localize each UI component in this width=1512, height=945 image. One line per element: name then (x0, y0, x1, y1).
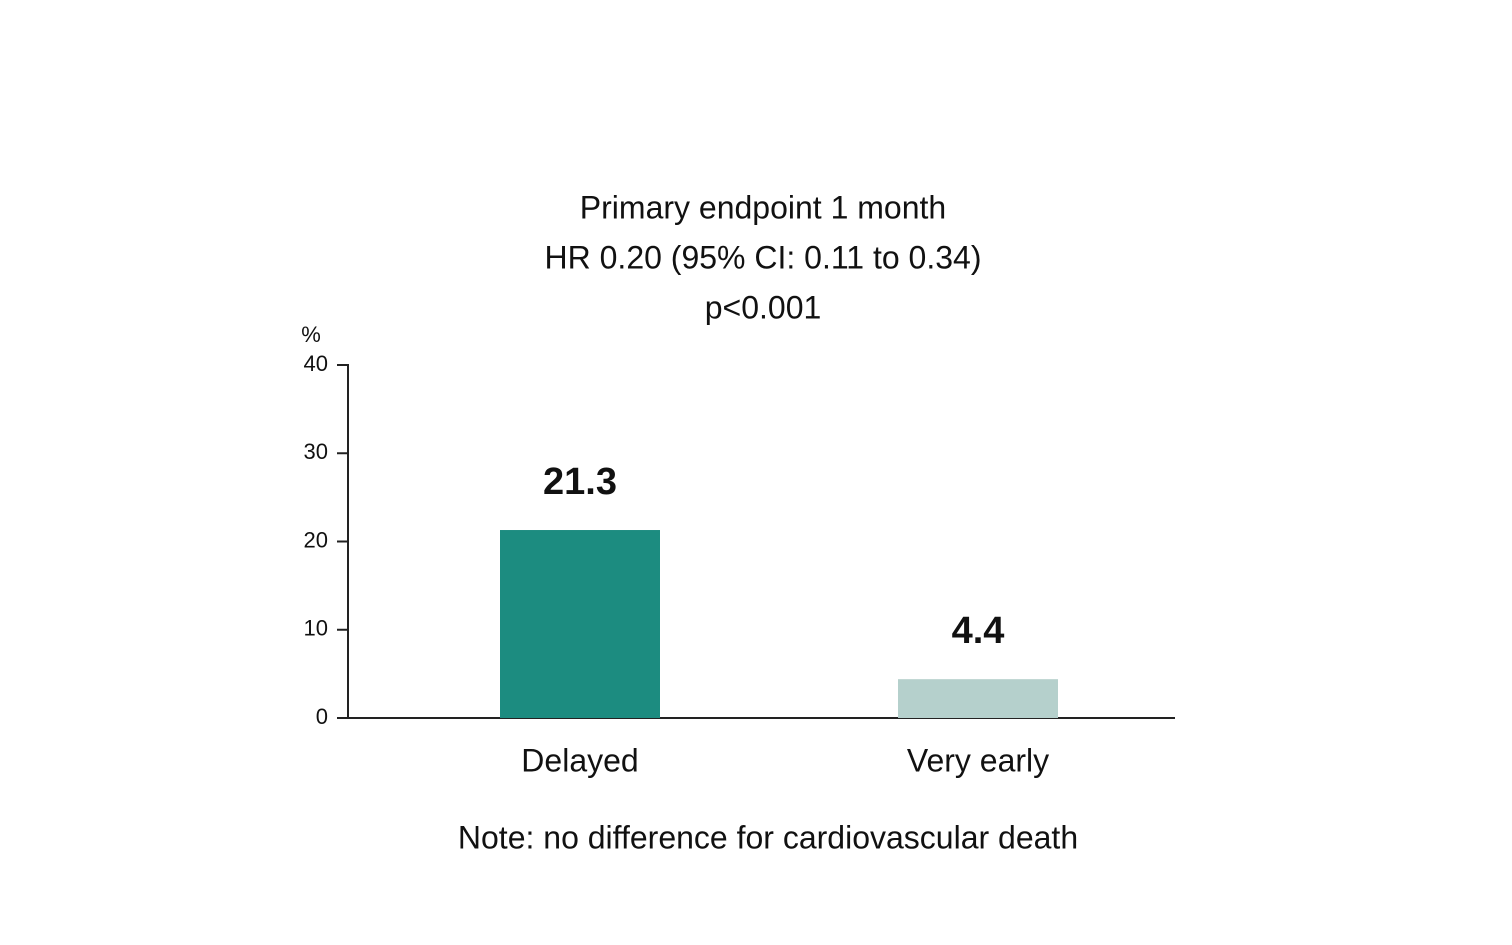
x-tick-label: Very early (907, 742, 1049, 778)
bar (500, 530, 660, 718)
bar (898, 679, 1058, 718)
x-tick-label: Delayed (521, 742, 638, 778)
value-label: 21.3 (543, 461, 617, 503)
chart-title: Primary endpoint 1 month (580, 189, 946, 225)
value-label: 4.4 (952, 610, 1005, 652)
chart-subtitle: p<0.001 (705, 289, 822, 325)
y-tick-label: 10 (304, 616, 328, 641)
y-tick-label: 30 (304, 439, 328, 464)
y-axis-label: % (301, 322, 321, 347)
chart-subtitle: HR 0.20 (95% CI: 0.11 to 0.34) (545, 239, 982, 275)
y-tick-label: 40 (304, 351, 328, 376)
y-tick-label: 0 (316, 704, 328, 729)
note: Note: no difference for cardiovascular d… (458, 819, 1078, 855)
y-tick-label: 20 (304, 527, 328, 552)
